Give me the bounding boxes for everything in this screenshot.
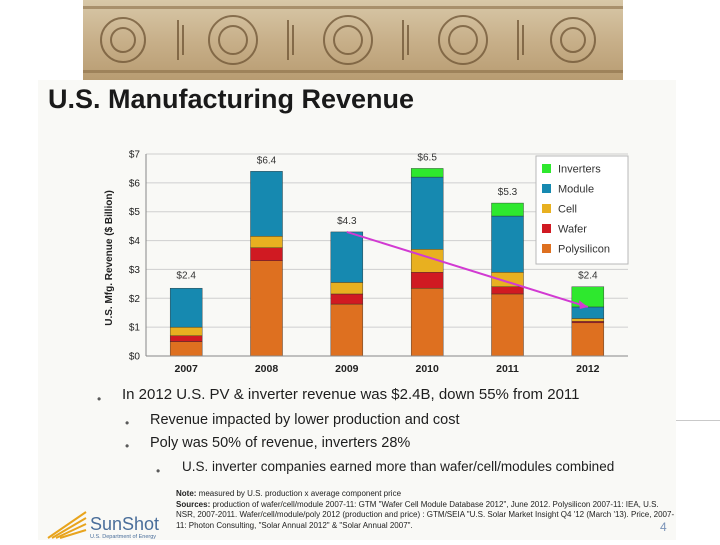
- legend-label-cell: Cell: [558, 204, 577, 216]
- logo-wordmark: SunShot: [90, 514, 159, 534]
- x-tick-label: 2009: [335, 363, 359, 375]
- x-tick-label: 2008: [255, 363, 279, 375]
- y-axis-label: U.S. Mfg. Revenue ($ Billion): [104, 190, 115, 326]
- y-tick-label: $1: [129, 323, 141, 334]
- bar-total-label: $2.4: [578, 271, 598, 282]
- sources-text: production of wafer/cell/module 2007-11:…: [176, 499, 675, 530]
- bar-segment-wafer: [491, 286, 524, 295]
- bar-total-label: $5.3: [498, 187, 518, 198]
- bar-segment-wafer: [330, 293, 364, 305]
- trend-line: [346, 230, 589, 308]
- bar-segment-wafer: [410, 272, 444, 289]
- bar-segment-module: [250, 171, 283, 237]
- x-tick-label: 2010: [415, 363, 439, 375]
- y-tick-label: $4: [129, 236, 141, 247]
- legend-label-inverters: Inverters: [558, 164, 601, 176]
- bar-segment-polysilicon: [250, 260, 283, 357]
- bar-segment-module: [491, 215, 524, 273]
- y-tick-label: $3: [129, 265, 141, 276]
- y-tick-label: $2: [129, 294, 141, 305]
- bar-segment-polysilicon: [169, 341, 203, 357]
- y-tick-label: $5: [129, 207, 141, 218]
- bar-segment-module: [571, 306, 605, 319]
- page-number: 4: [660, 520, 667, 534]
- note-text: measured by U.S. production x average co…: [198, 489, 402, 498]
- sunshot-logo: SunShot U.S. Department of Energy: [46, 510, 176, 545]
- bar-segment-wafer: [169, 335, 203, 342]
- bullet-text-4: U.S. inverter companies earned more than…: [182, 459, 615, 474]
- stacked-bar-chart: U.S. Mfg. Revenue ($ Billion) $0 $1 $2 $3 $4…: [104, 150, 629, 375]
- x-tick-label: 2007: [174, 363, 198, 375]
- decorative-banner-image: [83, 0, 623, 80]
- bar-segment-polysilicon: [571, 322, 605, 357]
- bullet-text-2: Revenue impacted by lower production and…: [150, 412, 460, 428]
- bar-segment-module: [410, 176, 444, 250]
- bar-segment-cell: [571, 318, 605, 322]
- bar-total-label: $2.4: [176, 271, 196, 282]
- trend-arrowhead: [578, 299, 588, 309]
- bar-segment-wafer: [571, 321, 605, 324]
- bar-segment-wafer: [250, 247, 283, 261]
- bar-segment-cell: [250, 236, 283, 248]
- bar-segment-module: [330, 231, 364, 283]
- bullet-marker: •: [156, 464, 161, 478]
- y-tick-label: $6: [129, 178, 141, 189]
- bar-segment-polysilicon: [491, 293, 524, 357]
- y-tick-label: $7: [129, 150, 141, 161]
- bar-segment-cell: [169, 326, 203, 336]
- legend-label-wafer: Wafer: [558, 224, 587, 236]
- bullet-text-1: In 2012 U.S. PV & inverter revenue was $…: [122, 386, 580, 403]
- bar-segment-polysilicon: [410, 287, 444, 357]
- logo-subtext: U.S. Department of Energy: [90, 534, 156, 540]
- bar-total-label: $4.3: [337, 216, 357, 227]
- note-label: Note:: [176, 489, 197, 498]
- bar-segment-module: [169, 287, 203, 328]
- bar-segment-cell: [330, 282, 364, 295]
- bullet-marker: •: [125, 439, 130, 453]
- legend-swatch-inverters: [542, 164, 551, 173]
- sunshot-logo-image: SunShot U.S. Department of Energy: [47, 511, 159, 540]
- bullet-marker: •: [97, 392, 102, 406]
- slide-title: U.S. Manufacturing Revenue: [48, 84, 415, 114]
- bar-total-label: $6.4: [257, 155, 277, 166]
- x-tick-label: 2012: [576, 363, 600, 375]
- legend-label-polysilicon: Polysilicon: [558, 244, 610, 256]
- y-tick-label: $0: [129, 352, 141, 363]
- source-note: Note: measured by U.S. production x aver…: [176, 489, 676, 531]
- legend-swatch-wafer: [542, 224, 551, 233]
- bullet-marker: •: [125, 416, 130, 430]
- legend-swatch-polysilicon: [542, 244, 551, 253]
- legend-swatch-module: [542, 184, 551, 193]
- bar-segment-inverters: [491, 202, 524, 217]
- carved-ornament-image: [83, 0, 623, 80]
- x-tick-label: 2011: [496, 363, 519, 375]
- bar-total-label: $6.5: [417, 152, 437, 163]
- bar-segment-inverters: [410, 168, 444, 178]
- divider-line: [676, 420, 720, 421]
- bullet-text-3: Poly was 50% of revenue, inverters 28%: [150, 435, 411, 451]
- legend-box: [535, 155, 629, 265]
- sources-label: Sources:: [176, 499, 211, 509]
- legend-label-module: Module: [558, 184, 594, 196]
- legend-swatch-cell: [542, 204, 551, 213]
- bar-segment-polysilicon: [330, 303, 364, 357]
